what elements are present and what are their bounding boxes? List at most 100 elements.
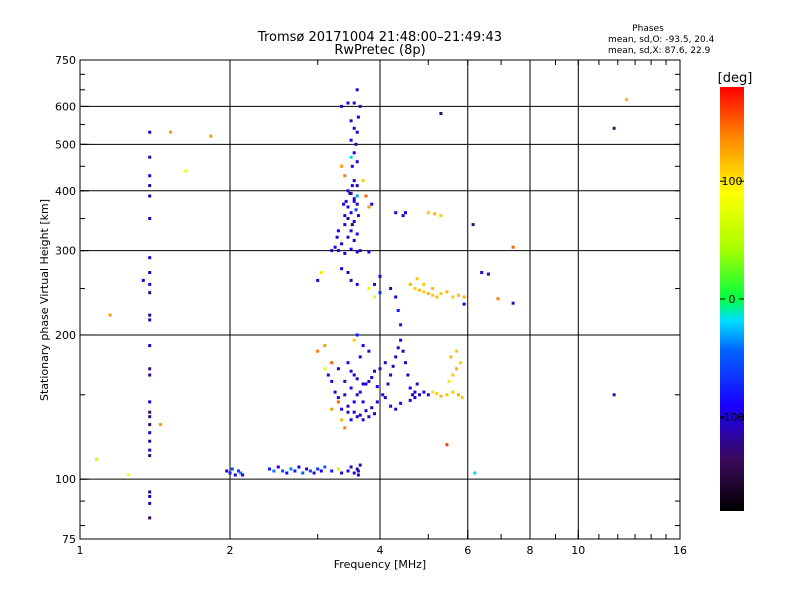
data-point	[148, 282, 152, 286]
data-point	[394, 355, 398, 359]
data-point	[346, 217, 350, 220]
data-point	[396, 309, 400, 312]
data-point	[367, 287, 371, 290]
data-point	[239, 471, 243, 475]
data-point	[346, 469, 350, 473]
colorbar-ticks: 100 0 -100	[720, 175, 745, 424]
data-point	[352, 400, 356, 404]
data-point	[148, 495, 152, 498]
data-point	[496, 297, 500, 301]
data-point	[348, 191, 352, 195]
data-point	[148, 516, 152, 520]
data-point	[343, 214, 347, 218]
data-point	[148, 184, 152, 188]
data-point	[340, 471, 344, 475]
data-point	[433, 212, 437, 216]
data-point	[340, 164, 344, 168]
data-point	[148, 439, 152, 443]
data-point	[323, 465, 327, 469]
data-point	[358, 104, 362, 108]
data-point	[399, 338, 403, 342]
data-point	[352, 338, 356, 342]
data-point	[352, 126, 356, 130]
data-point	[449, 355, 453, 359]
y-tick-label: 400	[55, 185, 76, 198]
data-point	[439, 292, 443, 296]
data-point	[445, 443, 449, 447]
data-point	[350, 223, 354, 227]
data-point	[323, 367, 327, 371]
data-point	[281, 469, 285, 473]
data-point	[343, 223, 347, 227]
data-point	[340, 267, 344, 271]
data-point	[445, 393, 449, 397]
data-point	[349, 247, 353, 251]
data-point	[346, 205, 350, 209]
data-point	[148, 256, 152, 260]
data-point	[383, 361, 387, 365]
data-point	[352, 151, 356, 155]
data-point	[349, 278, 353, 282]
data-point	[355, 282, 359, 286]
data-point	[373, 412, 376, 416]
data-point	[418, 288, 421, 292]
data-point	[346, 361, 350, 365]
data-point	[361, 400, 365, 404]
data-point	[330, 469, 334, 473]
colorbar-tick-label: 100	[722, 175, 743, 188]
data-point	[389, 373, 393, 377]
y-tick-label: 750	[55, 54, 76, 67]
data-point	[356, 469, 360, 473]
data-point	[169, 130, 173, 134]
x-tick-label: 16	[673, 544, 687, 557]
x-tick-label: 1	[77, 544, 84, 557]
data-point	[435, 391, 439, 395]
data-point	[426, 292, 430, 296]
x-tick-label: 4	[377, 544, 384, 557]
data-point	[268, 467, 271, 471]
data-point	[471, 223, 475, 227]
data-point	[148, 217, 152, 220]
data-point	[355, 160, 359, 164]
data-point	[355, 232, 359, 236]
data-point	[480, 271, 484, 274]
data-point	[396, 346, 400, 350]
data-point	[343, 379, 347, 383]
data-point	[404, 361, 407, 365]
data-point	[386, 382, 390, 386]
x-axis-label: Frequency [MHz]	[334, 558, 426, 571]
data-point	[148, 490, 152, 494]
data-point	[293, 469, 297, 473]
data-point	[319, 271, 323, 274]
data-point	[418, 393, 421, 397]
data-point	[336, 229, 340, 233]
data-point	[343, 393, 347, 397]
data-point	[148, 454, 152, 458]
data-point	[451, 390, 455, 394]
data-point	[411, 393, 415, 397]
data-point	[422, 290, 426, 294]
data-point	[355, 393, 359, 397]
data-point	[373, 282, 376, 286]
data-point	[435, 295, 439, 299]
data-point	[148, 373, 152, 377]
data-point	[356, 115, 360, 119]
data-point	[336, 367, 340, 371]
data-point	[408, 282, 412, 286]
data-point	[375, 385, 379, 389]
data-point	[511, 301, 515, 305]
data-point	[340, 104, 344, 108]
data-point	[375, 400, 379, 404]
data-point	[356, 473, 360, 477]
data-point	[406, 373, 410, 377]
data-point	[361, 382, 365, 386]
y-tick-label: 200	[55, 329, 76, 342]
data-point	[108, 313, 112, 317]
data-point	[458, 361, 462, 365]
data-point	[289, 467, 293, 471]
data-point	[367, 349, 371, 353]
data-point	[404, 211, 407, 215]
data-point	[612, 126, 616, 130]
x-tick-label: 10	[571, 544, 585, 557]
data-point	[228, 471, 232, 475]
